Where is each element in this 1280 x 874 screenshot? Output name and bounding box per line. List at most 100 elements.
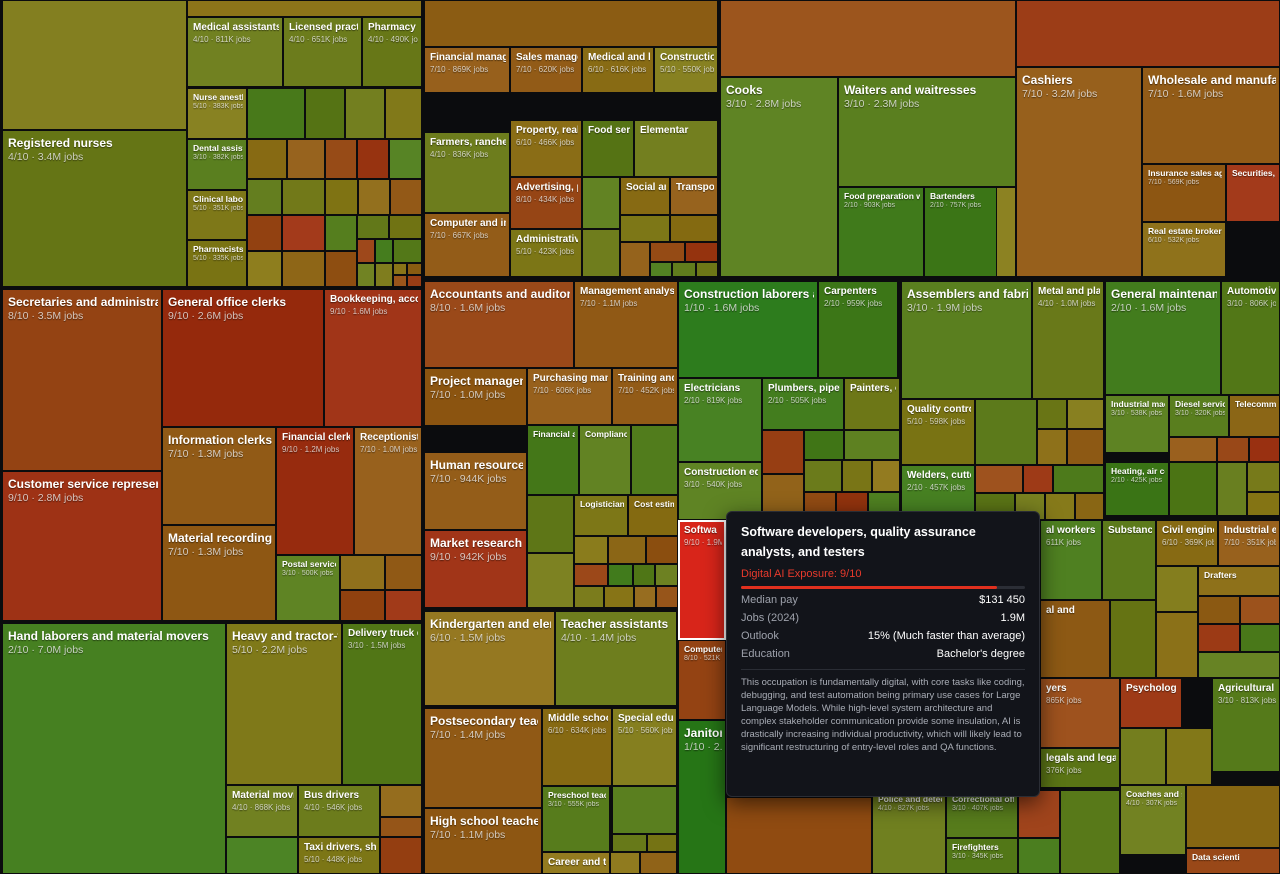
treemap-cell[interactable]: Delivery truck driv 3/10 · 1.5M jobs [342, 623, 422, 785]
treemap-cell-small[interactable] [631, 425, 678, 495]
treemap-cell-small[interactable] [385, 88, 422, 139]
treemap-cell-small[interactable] [1120, 728, 1166, 785]
treemap-cell-small[interactable] [393, 239, 422, 263]
treemap-cell[interactable]: Construction laborers a 1/10 · 1.6M jobs [678, 281, 818, 378]
treemap-cell-small[interactable] [1110, 600, 1156, 678]
treemap-cell-small[interactable] [612, 834, 647, 852]
treemap-cell[interactable]: Correctional offi 3/10 · 407K jobs [946, 790, 1018, 838]
treemap-cell[interactable]: Financial clerks 9/10 · 1.2M jobs [276, 427, 354, 555]
treemap-cell[interactable]: Human resources sp7/10 · 944K jobs [424, 452, 527, 530]
treemap-cell[interactable]: Industrial mac 3/10 · 538K jobs [1105, 395, 1169, 453]
treemap-cell-small[interactable] [720, 0, 1016, 77]
treemap-cell-small[interactable] [1198, 624, 1240, 652]
treemap-cell-small[interactable] [1067, 429, 1104, 465]
treemap-cell[interactable]: Farmers, ranchers, a 4/10 · 836K jobs [424, 132, 510, 213]
treemap-cell-small[interactable] [527, 495, 574, 553]
treemap-cell-small[interactable] [804, 460, 842, 492]
treemap-cell[interactable]: Material moving 4/10 · 868K jobs [226, 785, 298, 837]
treemap-cell[interactable]: Preschool teac 3/10 · 555K jobs [542, 786, 610, 852]
treemap-cell-small[interactable] [582, 229, 620, 277]
treemap-cell[interactable]: Complianc [579, 425, 631, 495]
treemap-cell-small[interactable] [385, 555, 422, 590]
treemap-cell-small[interactable] [574, 536, 608, 564]
treemap-cell[interactable]: Telecomm [1229, 395, 1280, 437]
treemap-cell-small[interactable] [282, 251, 325, 287]
treemap-cell-small[interactable] [608, 536, 646, 564]
treemap-cell[interactable]: Psycholog [1120, 678, 1182, 728]
treemap-cell[interactable]: Postal service 3/10 · 500K jobs [276, 555, 340, 621]
treemap-cell-small[interactable] [305, 88, 345, 139]
treemap-cell[interactable]: Information clerks 7/10 · 1.3M jobs [162, 427, 276, 525]
treemap-cell[interactable]: Food servic [582, 120, 634, 177]
treemap-cell-small[interactable] [1018, 790, 1060, 838]
treemap-cell[interactable]: Heavy and tractor-tr 5/10 · 2.2M jobs [226, 623, 342, 785]
treemap-cell[interactable]: Real estate brokers 6/10 · 532K jobs [1142, 222, 1226, 277]
treemap-cell-small[interactable] [247, 215, 282, 251]
treemap-cell[interactable]: Janitors1/10 · 2.4M jobs [678, 720, 726, 874]
treemap-cell[interactable]: Financial an [527, 425, 579, 495]
treemap-cell-small[interactable] [345, 88, 385, 139]
treemap-cell-small[interactable] [1217, 462, 1247, 516]
treemap-cell-small[interactable] [393, 275, 407, 287]
treemap-cell[interactable]: Clinical labora5/10 · 351K jobs [187, 190, 247, 240]
treemap-cell-small[interactable] [226, 837, 298, 874]
treemap-cell-small[interactable] [1037, 399, 1067, 429]
treemap-cell[interactable]: Licensed practical 4/10 · 651K jobs [283, 17, 362, 87]
treemap-cell-small[interactable] [650, 242, 685, 262]
treemap-cell-small[interactable] [1249, 437, 1280, 462]
treemap-cell-small[interactable] [650, 262, 672, 277]
treemap-cell[interactable]: legals and lega 376K jobs [1040, 748, 1120, 788]
treemap-cell-small[interactable] [634, 586, 656, 608]
treemap-cell-small[interactable] [358, 179, 390, 215]
treemap-cell-small[interactable] [340, 555, 385, 590]
treemap-cell-small[interactable] [1016, 0, 1280, 67]
treemap-cell[interactable]: Automotive s 3/10 · 806K jobs [1221, 281, 1280, 395]
treemap-cell-small[interactable] [1067, 399, 1104, 429]
treemap-cell-small[interactable] [696, 262, 718, 277]
treemap-cell[interactable]: Accountants and auditors 8/10 · 1.6M jobs [424, 281, 574, 368]
treemap-cell-small[interactable] [762, 430, 804, 474]
treemap-cell[interactable]: Coaches and s 4/10 · 307K jobs [1120, 785, 1186, 855]
treemap-cell[interactable]: Teacher assistants 4/10 · 1.4M jobs [555, 611, 677, 706]
treemap-cell-small[interactable] [1169, 437, 1217, 462]
treemap-cell[interactable]: Registered nurses 4/10 · 3.4M jobs [2, 130, 187, 287]
treemap-cell-small[interactable] [375, 263, 393, 287]
treemap-cell-small[interactable] [390, 179, 422, 215]
treemap-cell[interactable]: Training and d 7/10 · 452K jobs [612, 368, 678, 425]
treemap-cell-small[interactable] [325, 179, 358, 215]
treemap-cell-small[interactable] [282, 215, 325, 251]
treemap-cell[interactable]: Advertising, pro 8/10 · 434K jobs [510, 177, 582, 229]
treemap-cell[interactable]: Pharmacists 5/10 · 335K jobs [187, 240, 247, 287]
treemap-cell-small[interactable] [647, 834, 677, 852]
treemap-cell[interactable]: Metal and plast 4/10 · 1.0M jobs [1032, 281, 1104, 399]
treemap-cell[interactable]: Painters, con [844, 378, 900, 430]
treemap-cell[interactable]: Construction equip 3/10 · 540K jobs [678, 462, 762, 520]
treemap-cell-small[interactable] [1247, 462, 1280, 492]
treemap-cell-small[interactable] [247, 251, 282, 287]
treemap-cell-small[interactable] [1156, 566, 1198, 612]
treemap-cell-small[interactable] [1156, 612, 1198, 678]
treemap-cell-small[interactable] [247, 139, 287, 179]
treemap-cell[interactable]: Special educa 5/10 · 560K jobs [612, 708, 677, 786]
treemap-cell[interactable]: Cost estim [628, 495, 678, 536]
treemap-cell[interactable]: Management analys 7/10 · 1.1M jobs [574, 281, 678, 368]
treemap-cell-small[interactable] [996, 187, 1016, 277]
treemap-cell[interactable]: Heating, air co 2/10 · 425K jobs [1105, 462, 1169, 516]
treemap-cell-small[interactable] [1018, 838, 1060, 874]
treemap-cell[interactable]: Hand laborers and material movers 2/10 · … [2, 623, 226, 874]
treemap-cell-small[interactable] [340, 590, 385, 621]
treemap-cell-small[interactable] [1023, 465, 1053, 493]
treemap-cell-small[interactable] [1075, 493, 1104, 520]
treemap-cell[interactable]: Taxi drivers, shuttle 5/10 · 448K jobs [298, 837, 380, 874]
treemap-cell[interactable]: Market research ana9/10 · 942K jobs [424, 530, 527, 608]
treemap-cell[interactable]: Career and tec [542, 852, 610, 874]
treemap-cell[interactable]: Assemblers and fabric 3/10 · 1.9M jobs [901, 281, 1032, 399]
treemap-cell-small[interactable] [424, 0, 718, 47]
treemap-cell-small[interactable] [646, 536, 678, 564]
treemap-cell[interactable]: Food preparation w 2/10 · 903K jobs [838, 187, 924, 277]
treemap-cell[interactable]: Bus drivers 4/10 · 546K jobs [298, 785, 380, 837]
treemap-cell[interactable]: Customer service represent 9/10 · 2.8M jo… [2, 471, 162, 621]
treemap-cell[interactable]: Substance [1102, 520, 1156, 600]
treemap-cell[interactable]: Data scienti [1186, 848, 1280, 874]
